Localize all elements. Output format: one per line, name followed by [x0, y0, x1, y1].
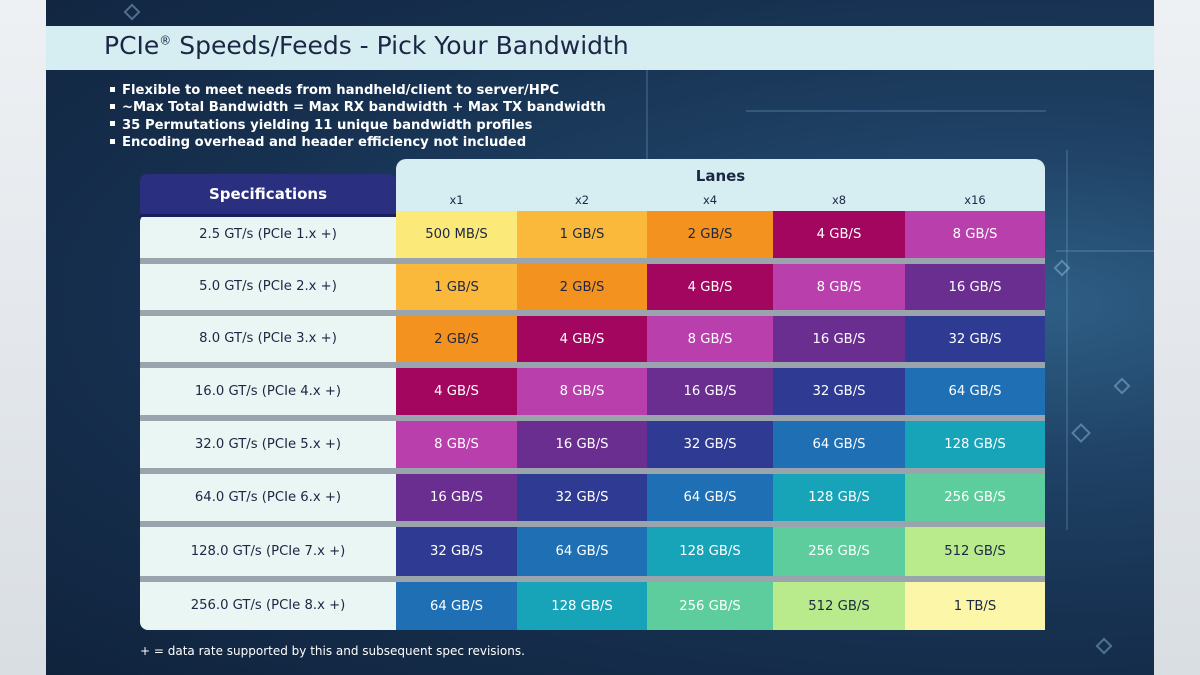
bandwidth-cell: 512 GB/S [773, 582, 905, 630]
bandwidth-cell: 8 GB/S [647, 316, 773, 362]
bullet-item: ~Max Total Bandwidth = Max RX bandwidth … [110, 99, 606, 116]
bandwidth-cell: 16 GB/S [396, 474, 517, 521]
spec-label-64-0-gt-s-pcie-6-x: 64.0 GT/s (PCIe 6.x +) [194, 490, 342, 505]
bandwidth-cell: 8 GB/S [905, 211, 1045, 258]
bandwidth-cell: 2 GB/S [647, 211, 773, 258]
bandwidth-cell: 128 GB/S [773, 474, 905, 521]
lane-label-x1: x1 [449, 193, 464, 207]
bandwidth-cell: 2 GB/S [396, 316, 517, 362]
bandwidth-cell: 2 GB/S [517, 264, 647, 310]
bandwidth-cell: 4 GB/S [396, 368, 517, 415]
circuit-line [1056, 250, 1154, 252]
spec-label-8-0-gt-s-pcie-3-x: 8.0 GT/s (PCIe 3.x +) [199, 331, 337, 346]
right-margin [1154, 0, 1200, 675]
bullet-text: 35 Permutations yielding 11 unique bandw… [122, 117, 533, 133]
bandwidth-cell: 1 TB/S [905, 582, 1045, 630]
bandwidth-cell: 64 GB/S [396, 582, 517, 630]
bandwidth-cell: 64 GB/S [905, 368, 1045, 415]
lanes-header: Lanes [695, 167, 746, 185]
bullet-list: Flexible to meet needs from handheld/cli… [110, 82, 606, 152]
row-separator [140, 521, 1045, 527]
bandwidth-cell: 128 GB/S [905, 421, 1045, 468]
bandwidth-cell: 16 GB/S [517, 421, 647, 468]
bullet-item: 35 Permutations yielding 11 unique bandw… [110, 117, 606, 134]
bandwidth-cell: 8 GB/S [773, 264, 905, 310]
bandwidth-cell: 64 GB/S [517, 527, 647, 576]
bullet-icon [110, 138, 115, 144]
bullet-text: Flexible to meet needs from handheld/cli… [122, 83, 560, 98]
bullet-text: Encoding overhead and header efficiency … [122, 135, 527, 151]
title-text: PCIe [104, 31, 160, 60]
bullet-text: ~Max Total Bandwidth = Max RX bandwidth … [122, 100, 606, 116]
circuit-line [1066, 150, 1068, 530]
spec-label-16-0-gt-s-pcie-4-x: 16.0 GT/s (PCIe 4.x +) [194, 384, 342, 399]
row-separator [140, 310, 1045, 316]
bandwidth-cell: 1 GB/S [517, 211, 647, 258]
spec-label-5-0-gt-s-pcie-2-x: 5.0 GT/s (PCIe 2.x +) [199, 279, 337, 294]
bandwidth-cell: 256 GB/S [773, 527, 905, 576]
bandwidth-cell: 64 GB/S [773, 421, 905, 468]
circuit-line [646, 70, 648, 160]
bullet-icon [110, 121, 115, 127]
footnote: + = data rate supported by this and subs… [140, 644, 525, 658]
spec-label-32-0-gt-s-pcie-5-x: 32.0 GT/s (PCIe 5.x +) [194, 437, 342, 452]
bandwidth-cell: 1 GB/S [396, 264, 517, 310]
bandwidth-cell: 16 GB/S [905, 264, 1045, 310]
spec-panel [140, 214, 396, 630]
circuit-node-icon [1113, 377, 1131, 395]
circuit-node-icon [1095, 637, 1113, 655]
bandwidth-cell: 16 GB/S [773, 316, 905, 362]
bandwidth-cell: 8 GB/S [396, 421, 517, 468]
lane-label-x8: x8 [831, 193, 847, 207]
bullet-icon [110, 86, 115, 92]
slide: PCIe® Speeds/Feeds - Pick Your Bandwidth… [46, 0, 1154, 675]
bandwidth-cell: 512 GB/S [905, 527, 1045, 576]
lane-label-x4: x4 [702, 193, 718, 207]
row-separator [140, 258, 1045, 264]
circuit-line [746, 110, 1046, 112]
row-separator [140, 362, 1045, 368]
row-separator [140, 576, 1045, 582]
spec-label-256-0-gt-s-pcie-8-x: 256.0 GT/s (PCIe 8.x +) [190, 598, 346, 613]
row-separator [140, 415, 1045, 421]
bandwidth-cell: 32 GB/S [905, 316, 1045, 362]
spec-label-2-5-gt-s-pcie-1-x: 2.5 GT/s (PCIe 1.x +) [199, 227, 337, 242]
bullet-item: Encoding overhead and header efficiency … [110, 134, 606, 151]
bandwidth-cell: 32 GB/S [396, 527, 517, 576]
title-bar: PCIe® Speeds/Feeds - Pick Your Bandwidth [46, 26, 1154, 70]
bullet-item: Flexible to meet needs from handheld/cli… [110, 82, 606, 99]
bandwidth-cell: 256 GB/S [905, 474, 1045, 521]
lane-label-x2: x2 [574, 193, 590, 207]
spec-label-128-0-gt-s-pcie-7-x: 128.0 GT/s (PCIe 7.x +) [190, 544, 346, 559]
bandwidth-cell: 128 GB/S [647, 527, 773, 576]
bandwidth-cell: 4 GB/S [517, 316, 647, 362]
bandwidth-cell: 4 GB/S [773, 211, 905, 258]
left-margin [0, 0, 46, 675]
bandwidth-cell: 4 GB/S [647, 264, 773, 310]
bandwidth-cell: 32 GB/S [647, 421, 773, 468]
bandwidth-cell: 256 GB/S [647, 582, 773, 630]
registered-mark: ® [159, 33, 172, 48]
circuit-node-icon [1071, 423, 1091, 443]
page-title: PCIe® Speeds/Feeds - Pick Your Bandwidth [104, 31, 629, 60]
bandwidth-cell: 128 GB/S [517, 582, 647, 630]
bandwidth-cell: 500 MB/S [396, 211, 517, 258]
bandwidth-cell: 16 GB/S [647, 368, 773, 415]
spec-header: Specifications [140, 174, 396, 214]
bandwidth-cell: 8 GB/S [517, 368, 647, 415]
row-separator [140, 468, 1045, 474]
circuit-node-icon [123, 3, 141, 21]
bullet-icon [110, 103, 115, 109]
lane-label-x16: x16 [964, 193, 986, 207]
title-text-rest: Speeds/Feeds - Pick Your Bandwidth [171, 31, 629, 60]
bandwidth-cell: 32 GB/S [773, 368, 905, 415]
bandwidth-cell: 32 GB/S [517, 474, 647, 521]
bandwidth-cell: 64 GB/S [647, 474, 773, 521]
